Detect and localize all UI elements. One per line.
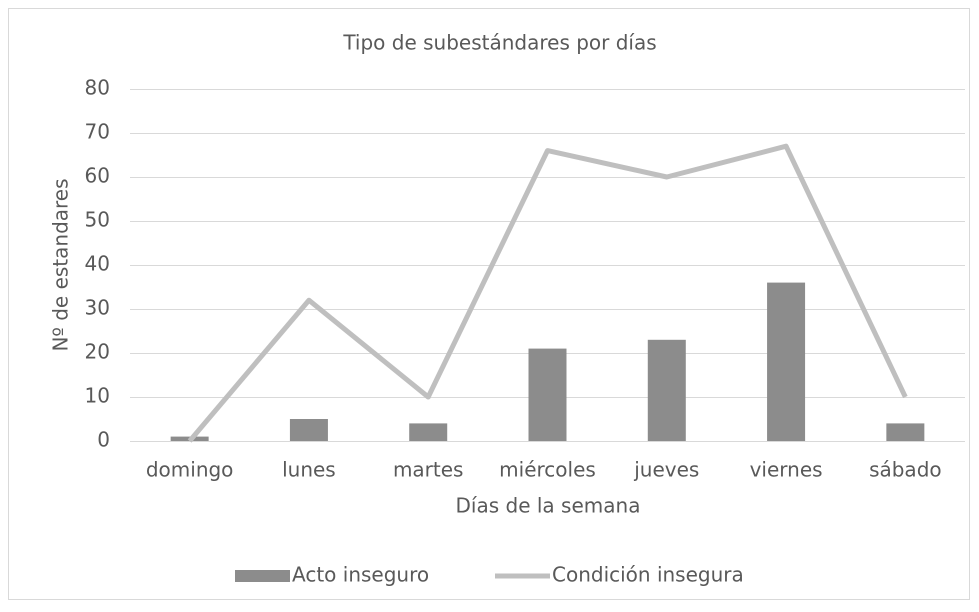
y-tick-label: 20 <box>85 340 110 364</box>
legend-label: Acto inseguro <box>292 563 429 587</box>
y-tick-label: 50 <box>85 208 110 232</box>
bar <box>647 339 686 441</box>
y-axis-label: Nº de estandares <box>49 178 73 351</box>
y-tick-label: 40 <box>85 252 110 276</box>
y-tick-label: 70 <box>85 120 110 144</box>
bar <box>767 282 806 441</box>
y-tick-label: 60 <box>85 164 110 188</box>
x-tick-label: martes <box>393 458 464 482</box>
x-tick-label: sábado <box>869 458 942 482</box>
x-tick-label: domingo <box>146 458 234 482</box>
y-tick-label: 80 <box>85 76 110 100</box>
x-axis-label: Días de la semana <box>456 494 641 518</box>
legend-swatch <box>235 570 290 582</box>
chart-border <box>8 8 970 600</box>
chart-title: Tipo de subestándares por días <box>342 31 656 55</box>
line <box>187 143 908 443</box>
y-tick-label: 0 <box>97 428 110 452</box>
y-tick-label: 30 <box>85 296 110 320</box>
bar <box>886 423 925 441</box>
bar <box>528 348 567 441</box>
x-tick-label: jueves <box>633 458 699 482</box>
x-tick-label: miércoles <box>499 458 596 482</box>
y-tick-label: 10 <box>85 384 110 408</box>
bar <box>409 423 448 441</box>
legend-label: Condición insegura <box>552 563 744 587</box>
x-tick-label: viernes <box>750 458 823 482</box>
x-tick-label: lunes <box>282 458 336 482</box>
bar <box>289 419 328 441</box>
